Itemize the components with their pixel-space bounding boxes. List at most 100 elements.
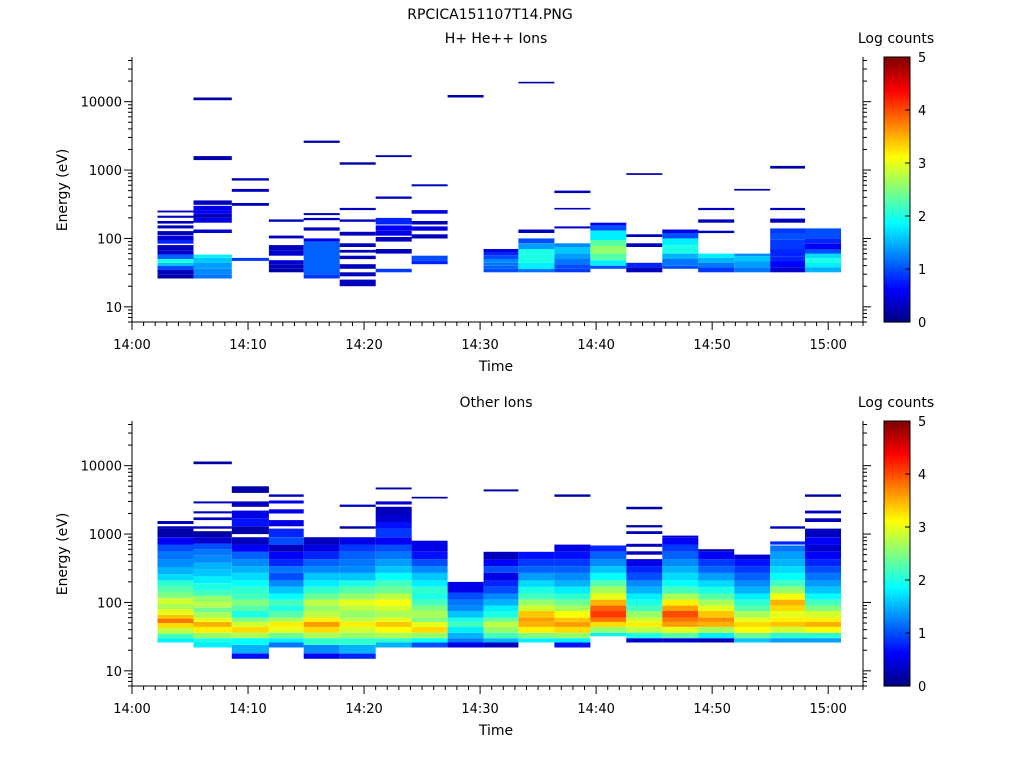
colorbar-swatch bbox=[884, 582, 910, 586]
x-tick-label: 14:00 bbox=[113, 702, 150, 717]
spectrum-column bbox=[626, 506, 663, 643]
spectrum-cell bbox=[193, 595, 232, 603]
colorbar-swatch bbox=[884, 186, 910, 191]
spectrum-cell bbox=[339, 551, 376, 560]
spectrum-cell bbox=[770, 545, 805, 552]
spectrum-cell bbox=[157, 240, 194, 244]
colorbar-swatch bbox=[884, 434, 910, 438]
spectrum-cell bbox=[193, 583, 232, 591]
spectrum-cell bbox=[698, 586, 735, 594]
spectrum-cell bbox=[375, 617, 412, 622]
colorbar: 0 1 2 3 4 5 bbox=[883, 51, 926, 331]
spectrum-cell bbox=[375, 225, 412, 231]
spectrum-cell bbox=[662, 259, 699, 266]
spectrum-cell bbox=[554, 264, 591, 269]
colorbar: 0 1 2 3 4 5 bbox=[883, 415, 926, 695]
colorbar-swatch bbox=[884, 67, 910, 71]
spectrum-cell bbox=[698, 638, 735, 643]
spectrum-cell bbox=[231, 599, 269, 606]
colorbar-swatch bbox=[884, 163, 910, 167]
spectrum-cell bbox=[375, 593, 412, 600]
colorbar-swatch bbox=[884, 497, 910, 502]
spectrum-cell bbox=[770, 605, 805, 611]
spectrum-column bbox=[770, 165, 805, 273]
colorbar-swatch bbox=[884, 242, 910, 246]
spectrum-cell bbox=[734, 256, 771, 262]
spectrum-cell bbox=[339, 526, 376, 529]
spectrum-cell bbox=[268, 509, 304, 514]
y-tick-label: 10 bbox=[105, 301, 122, 316]
spectrum-column bbox=[805, 228, 841, 273]
spectrum-column bbox=[590, 545, 627, 637]
colorbar-swatch bbox=[884, 292, 910, 297]
spectrum-cell bbox=[375, 580, 412, 587]
x-tick-label: 14:20 bbox=[345, 702, 382, 717]
colorbar-swatch bbox=[884, 471, 910, 475]
colorbar-swatch bbox=[884, 178, 910, 183]
spectrum-cell bbox=[662, 638, 699, 643]
colorbar-swatch bbox=[884, 527, 910, 531]
spectrum-cell bbox=[626, 234, 663, 237]
spectrum-cell bbox=[193, 569, 232, 577]
spectrum-cell bbox=[770, 551, 805, 560]
spectrum-cell bbox=[303, 551, 340, 560]
spectrum-cell bbox=[662, 265, 699, 269]
colorbar-swatch bbox=[884, 611, 910, 616]
spectrum-cell bbox=[590, 225, 627, 231]
spectrum-cell bbox=[734, 261, 771, 268]
spectrum-cell bbox=[157, 623, 194, 629]
colorbar-swatch bbox=[884, 683, 910, 687]
spectrum-cell bbox=[375, 559, 412, 567]
spectrum-cell bbox=[770, 207, 805, 211]
spectrum-cell bbox=[268, 605, 304, 611]
spectrum-cell bbox=[805, 253, 841, 258]
spectrum-cell bbox=[805, 238, 841, 244]
spectrum-cell bbox=[339, 207, 376, 211]
spectrum-cell bbox=[411, 226, 448, 231]
colorbar-swatch bbox=[884, 149, 910, 153]
colorbar-frame bbox=[883, 56, 911, 323]
spectrum-cell bbox=[590, 265, 627, 269]
spectrum-cell bbox=[734, 586, 771, 594]
spectrum-cell bbox=[375, 586, 412, 594]
spectrum-cell bbox=[518, 580, 555, 587]
spectrum-cell bbox=[626, 566, 663, 573]
spectrum-cell bbox=[268, 599, 304, 606]
spectrum-cell bbox=[157, 628, 194, 634]
spectrum-cell bbox=[518, 81, 555, 84]
spectrum-cell bbox=[805, 593, 841, 600]
spectrum-cell bbox=[303, 632, 340, 639]
colorbar-tick-label: 0 bbox=[918, 680, 926, 695]
colorbar-swatch bbox=[884, 638, 910, 642]
colorbar-swatch bbox=[884, 635, 910, 639]
spectrum-column bbox=[303, 537, 340, 659]
spectrum-cell bbox=[447, 617, 484, 622]
spectrum-cell bbox=[770, 256, 805, 262]
spectrum-cell bbox=[339, 632, 376, 639]
spectrum-cell bbox=[805, 528, 841, 538]
spectrum-cell bbox=[698, 617, 735, 622]
spectrum-cell bbox=[447, 592, 484, 600]
colorbar-swatch bbox=[884, 160, 910, 164]
colorbar-swatch bbox=[884, 603, 910, 608]
spectrum-cell bbox=[193, 607, 232, 613]
colorbar-swatch bbox=[884, 115, 910, 119]
colorbar-swatch bbox=[884, 284, 910, 289]
colorbar-swatch bbox=[884, 213, 910, 217]
spectrum-cell bbox=[193, 638, 232, 643]
spectrum-cell bbox=[734, 621, 771, 627]
colorbar-swatch bbox=[884, 152, 910, 156]
spectrum-cell bbox=[193, 602, 232, 608]
spectrum-column bbox=[375, 155, 412, 273]
spectrum-cell bbox=[339, 580, 376, 587]
spectrum-cell bbox=[518, 593, 555, 600]
colorbar-swatch bbox=[884, 316, 910, 320]
spectrum-cell bbox=[554, 617, 591, 622]
spectrum-cell bbox=[339, 653, 376, 659]
spectrum-cell bbox=[447, 632, 484, 639]
spectrum-cell bbox=[626, 605, 663, 611]
spectrum-cell bbox=[770, 165, 805, 169]
spectrum-cell bbox=[734, 580, 771, 587]
spectrum-cell bbox=[483, 259, 519, 263]
spectrum-cell bbox=[590, 599, 627, 606]
